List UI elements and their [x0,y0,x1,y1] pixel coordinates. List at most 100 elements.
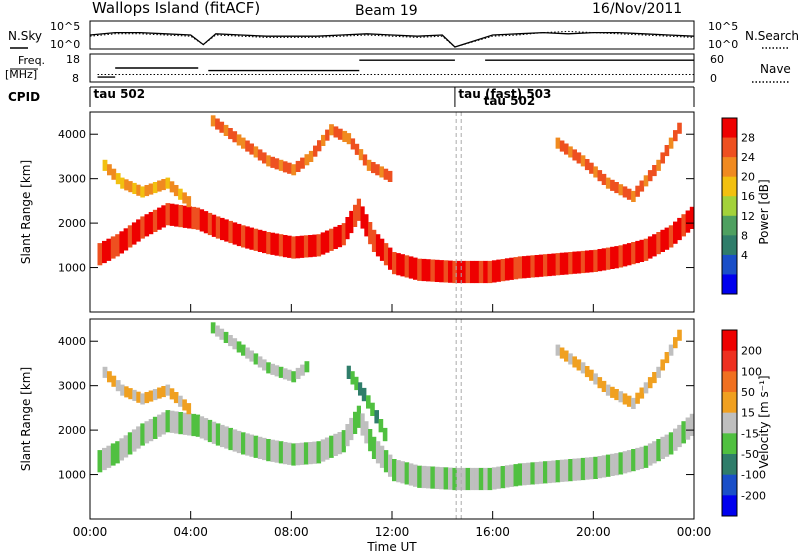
echo-cell [426,259,431,282]
echo-cell [266,232,271,255]
echo-cell [413,464,418,487]
echo-cell [120,384,125,396]
colorbar-frame [721,329,738,517]
echo-cell [673,130,678,142]
echo-cell [169,181,175,193]
echo-cell [496,466,501,489]
echo-cell [173,392,179,404]
echo-cell [413,257,418,280]
echo-cell [346,365,351,379]
echo-cell [354,376,359,391]
echo-cell [504,258,510,281]
echo-cell [677,424,682,448]
echo-cell [136,426,141,449]
echo-cell [199,416,205,439]
echo-cell [295,160,301,172]
echo-cell [241,225,246,248]
echo-cell [631,190,636,202]
echo-cell [140,186,145,198]
echo-cell [308,235,313,258]
colorbar-swatch [722,196,737,217]
echo-cell [358,382,363,396]
echo-cell [236,134,242,146]
echo-cell [186,196,192,208]
colorbar-swatch [722,350,737,372]
echo-cell [140,216,145,239]
echo-cell [555,344,561,356]
echo-cell [664,352,670,364]
echo-cell [211,214,217,237]
echo-cell [291,443,296,466]
echo-cell [580,250,586,274]
echo-cell [379,445,385,468]
echo-cell [685,417,691,440]
echo-cell [262,230,267,254]
echo-cell [364,421,369,444]
echo-cell [559,140,565,152]
echo-cell [127,432,133,455]
echo-cell [182,192,187,204]
echo-cell [316,234,322,257]
echo-cell [538,254,544,277]
echo-cell [317,140,322,152]
freq-ytick-top-left: 18 [66,53,80,66]
echo-cell [555,460,561,483]
echo-cell [361,387,367,402]
noise-series-group [89,30,695,48]
echo-cell [456,467,462,491]
velocity-colorbar-group: 200 100 50 15 -15 -50 -100 -200 [721,329,766,517]
echo-cell [568,252,573,275]
echo-cell [215,325,220,337]
echo-cell [257,436,263,459]
echo-cell [660,436,665,459]
echo-cell [287,235,292,258]
echo-cell [278,441,284,464]
echo-cell [421,465,427,489]
echo-cell [652,372,657,384]
echo-cell [430,466,436,489]
echo-cell [270,156,275,168]
echo-cell [517,463,523,486]
echo-cell [375,234,381,257]
echo-cell [618,452,624,475]
echo-cell [400,461,405,484]
echo-cell [127,225,133,248]
echo-cell [375,441,381,464]
cpid-mode-label: tau 502 [94,87,146,101]
freq-label-1: Freq. [18,54,45,67]
colorbar-swatch [722,157,737,178]
echo-cell [496,259,501,282]
echo-cell [580,362,586,374]
echo-cell [346,133,352,145]
echo-cell [368,429,373,452]
echo-cell [664,434,670,457]
echo-cell [483,260,488,284]
echo-cell [434,466,440,489]
echo-cell [689,206,695,229]
colorbar-swatch [722,392,737,414]
echo-cell [580,155,586,167]
echo-cell [106,238,112,261]
colorbar-tick-label: -100 [741,469,766,482]
echo-cell [182,399,187,411]
echo-cell [320,439,326,462]
echo-cell [253,228,259,251]
echo-cell [547,253,552,277]
echo-cell [102,240,107,264]
echo-cell [295,367,301,379]
echo-cell [668,432,674,455]
echo-cell [426,466,431,489]
echo-cell [452,260,458,284]
echo-cell [223,124,229,136]
echo-cell [148,419,154,442]
echo-cell [195,414,201,437]
echo-cell [337,128,343,140]
echo-cell [387,170,393,182]
echo-cell [522,256,527,279]
colorbar-tick-label: 50 [741,386,755,399]
colorbar-swatch [722,215,737,236]
echo-cell [115,173,121,185]
echo-cell [257,356,263,368]
echo-cell [580,457,586,481]
